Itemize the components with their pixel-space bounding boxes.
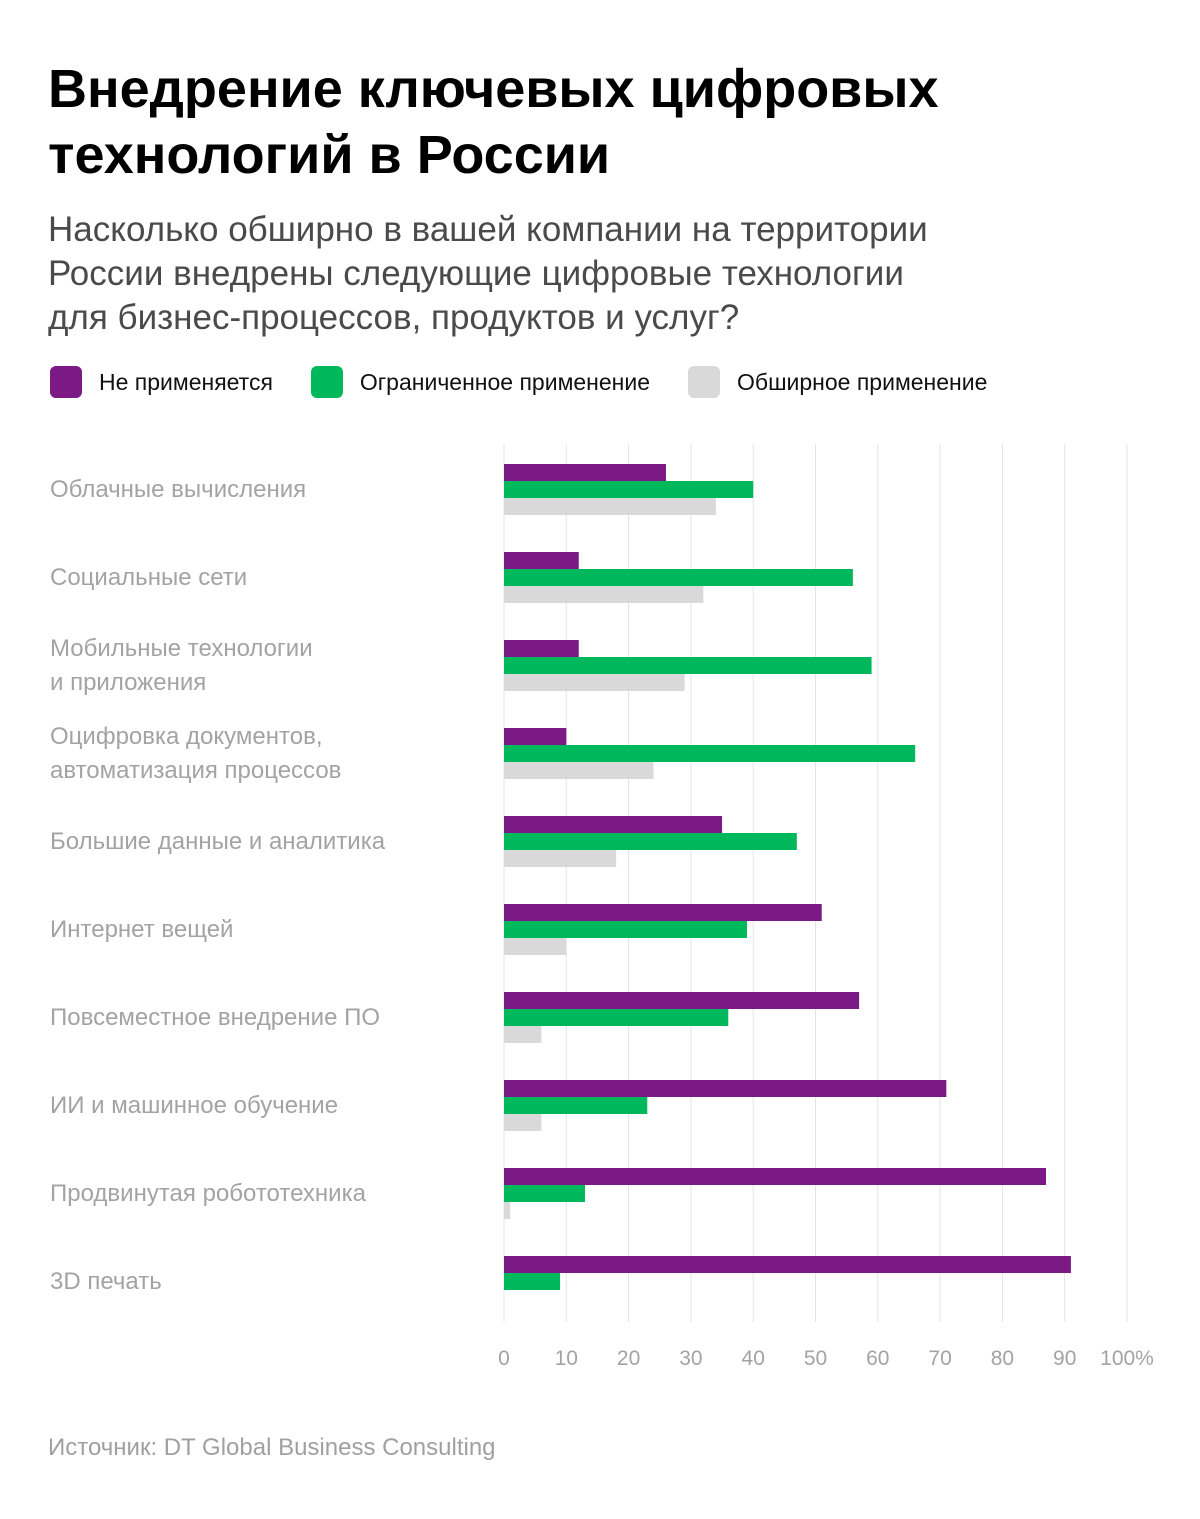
bar — [504, 1080, 947, 1097]
bar-chart: Облачные вычисления Социальные сети Мобиль… — [50, 444, 1154, 1370]
chart-title-line: технологий в России — [48, 125, 611, 185]
x-tick-label: 0 — [498, 1347, 510, 1370]
category-label-line: и приложения — [50, 669, 206, 696]
chart-subtitle-line: для бизнес-процессов, продуктов и услуг? — [48, 298, 740, 337]
x-tick-label: 40 — [742, 1347, 765, 1370]
category-label-line: Мобильные технологии — [50, 635, 313, 662]
category-label: Интернет вещей — [50, 916, 233, 943]
x-tick-label: 10 — [555, 1347, 578, 1370]
chart-subtitle: Насколько обширно в вашей компании на те… — [48, 208, 1148, 340]
category-label-line: Продвинутая робототехника — [50, 1180, 367, 1207]
category-label: Повсеместное внедрение ПО — [50, 1004, 380, 1031]
legend-swatch — [688, 366, 721, 398]
bar — [504, 569, 853, 586]
bar — [504, 498, 716, 515]
chart-subtitle-line: Насколько обширно в вашей компании на те… — [48, 210, 928, 249]
source-note: Источник: DT Global Business Consulting — [48, 1434, 496, 1461]
bar — [504, 1202, 511, 1219]
category-label: Социальные сети — [50, 564, 247, 591]
bar — [504, 1256, 1071, 1273]
x-tick-label: 50 — [804, 1347, 827, 1370]
x-tick-label: 20 — [617, 1347, 640, 1370]
category-label: ИИ и машинное обучение — [50, 1092, 338, 1119]
bar — [504, 586, 704, 603]
bar — [504, 1009, 729, 1026]
bar — [504, 674, 685, 691]
legend-label: Не применяется — [99, 368, 273, 395]
category-label: Продвинутая робототехника — [50, 1180, 367, 1207]
category-label: Мобильные технологии и приложения — [50, 635, 313, 696]
bar — [504, 1185, 585, 1202]
category-label-line: Повсеместное внедрение ПО — [50, 1004, 380, 1031]
bar — [504, 1114, 542, 1131]
category-label-line: Большие данные и аналитика — [50, 828, 386, 855]
bar — [504, 833, 797, 850]
bar — [504, 762, 654, 779]
legend: Не применяется Ограниченное применение О… — [50, 366, 1025, 398]
legend-item-limited-use: Ограниченное применение — [310, 366, 651, 398]
bar — [504, 904, 822, 921]
legend-label: Обширное применение — [737, 368, 988, 395]
category-label-line: ИИ и машинное обучение — [50, 1092, 338, 1119]
x-tick-label: 60 — [866, 1347, 889, 1370]
bar — [504, 728, 567, 745]
chart-subtitle-line: России внедрены следующие цифровые техно… — [48, 254, 904, 293]
bar — [504, 640, 579, 657]
legend-label: Ограниченное применение — [359, 368, 651, 395]
legend-item-extensive-use: Обширное применение — [688, 366, 987, 398]
chart-title: Внедрение ключевых цифровых технологий в… — [48, 56, 1148, 188]
bar — [504, 850, 617, 867]
bar — [504, 745, 916, 762]
category-label: Оцифровка документов, автоматизация проце… — [50, 723, 341, 784]
category-label: 3D печать — [50, 1268, 162, 1295]
category-label-line: 3D печать — [50, 1268, 162, 1295]
category-label: Большие данные и аналитика — [50, 828, 386, 855]
legend-swatch — [50, 366, 82, 398]
category-label-line: Социальные сети — [50, 564, 247, 591]
bar — [504, 481, 754, 498]
x-tick-label: 80 — [991, 1347, 1014, 1370]
x-tick-label: 30 — [679, 1347, 702, 1370]
bar — [504, 1273, 561, 1290]
bar — [504, 992, 860, 1009]
category-label-line: Оцифровка документов, — [50, 723, 323, 750]
chart-title-line: Внедрение ключевых цифровых — [48, 59, 939, 119]
legend-swatch — [310, 366, 343, 398]
bar — [504, 657, 872, 674]
bar — [504, 1168, 1047, 1185]
bar — [504, 921, 747, 938]
x-tick-label: 70 — [928, 1347, 951, 1370]
bar — [504, 816, 723, 833]
bar — [504, 552, 579, 569]
x-tick-label: 90 — [1053, 1347, 1076, 1370]
category-label: Облачные вычисления — [50, 476, 306, 503]
bar — [504, 938, 567, 955]
bar — [504, 1097, 648, 1114]
legend-item-not-used: Не применяется — [50, 366, 273, 398]
category-label-line: Интернет вещей — [50, 916, 233, 943]
category-label-line: автоматизация процессов — [50, 757, 341, 784]
bar — [504, 464, 666, 481]
category-label-line: Облачные вычисления — [50, 476, 306, 503]
bar — [504, 1026, 542, 1043]
x-tick-label: 100% — [1100, 1347, 1154, 1370]
